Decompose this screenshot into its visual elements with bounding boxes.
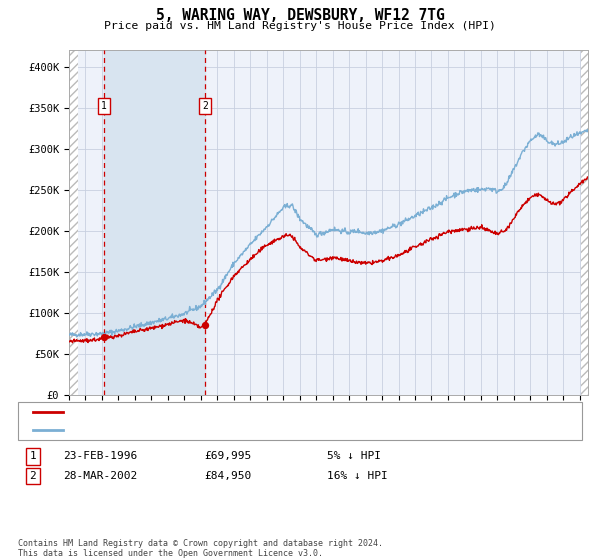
Text: 23-FEB-1996: 23-FEB-1996 (63, 451, 137, 461)
Point (200, 321, 209, 330)
Text: 5% ↓ HPI: 5% ↓ HPI (327, 451, 381, 461)
Text: 16% ↓ HPI: 16% ↓ HPI (327, 471, 388, 481)
Text: 1: 1 (101, 101, 107, 111)
Text: HPI: Average price, detached house, Kirklees: HPI: Average price, detached house, Kirk… (69, 424, 333, 435)
Text: Price paid vs. HM Land Registry's House Price Index (HPI): Price paid vs. HM Land Registry's House … (104, 21, 496, 31)
Text: £69,995: £69,995 (204, 451, 251, 461)
Point (100, 333, 109, 342)
Text: £84,950: £84,950 (204, 471, 251, 481)
Text: 1: 1 (29, 451, 37, 461)
Text: 5, WARING WAY, DEWSBURY, WF12 7TG: 5, WARING WAY, DEWSBURY, WF12 7TG (155, 8, 445, 24)
Text: Contains HM Land Registry data © Crown copyright and database right 2024.
This d: Contains HM Land Registry data © Crown c… (18, 539, 383, 558)
Bar (104, 50, 205, 395)
Text: 2: 2 (29, 471, 37, 481)
Text: 28-MAR-2002: 28-MAR-2002 (63, 471, 137, 481)
Text: 2: 2 (202, 101, 208, 111)
Text: 5, WARING WAY, DEWSBURY, WF12 7TG (detached house): 5, WARING WAY, DEWSBURY, WF12 7TG (detac… (69, 407, 369, 417)
